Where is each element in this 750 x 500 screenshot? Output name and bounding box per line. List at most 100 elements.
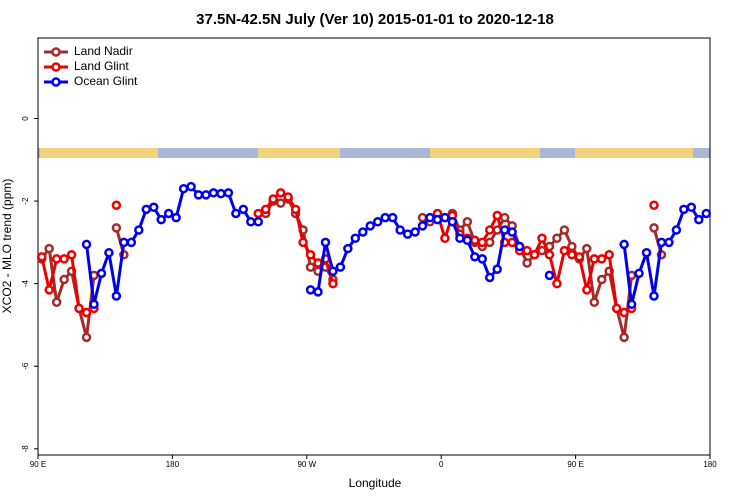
data-point bbox=[507, 227, 517, 237]
data-point bbox=[320, 237, 331, 248]
data-point bbox=[104, 247, 114, 258]
data-point bbox=[484, 225, 495, 235]
data-point bbox=[440, 233, 450, 243]
legend-label: Land Glint bbox=[74, 59, 129, 73]
legend-label: Land Nadir bbox=[74, 44, 133, 58]
data-point bbox=[119, 237, 129, 248]
data-point bbox=[499, 212, 510, 223]
data-point bbox=[626, 299, 637, 310]
data-point bbox=[178, 183, 189, 194]
data-point bbox=[432, 214, 443, 225]
data-point bbox=[350, 233, 361, 243]
data-point bbox=[89, 299, 99, 310]
y-tick-label: 0 bbox=[21, 116, 30, 121]
data-point bbox=[328, 278, 338, 289]
data-point bbox=[59, 274, 69, 285]
data-point bbox=[111, 223, 122, 233]
data-point bbox=[470, 235, 480, 246]
y-tick-label: -6 bbox=[21, 362, 30, 370]
data-point bbox=[552, 233, 562, 243]
data-point bbox=[343, 243, 353, 254]
data-point bbox=[544, 250, 555, 260]
data-point bbox=[582, 243, 592, 254]
data-point bbox=[208, 188, 219, 198]
y-axis-label: XCO2 - MLO trend (ppm) bbox=[0, 179, 14, 314]
data-point bbox=[559, 245, 570, 256]
data-point bbox=[171, 212, 181, 223]
data-point bbox=[380, 212, 390, 223]
data-point bbox=[111, 200, 122, 210]
y-tick-label: -4 bbox=[21, 280, 30, 288]
data-point bbox=[387, 212, 398, 223]
data-point bbox=[365, 221, 376, 231]
data-point bbox=[619, 332, 629, 343]
data-point bbox=[477, 254, 488, 264]
data-point bbox=[410, 227, 420, 237]
data-point bbox=[507, 237, 517, 248]
data-point bbox=[499, 225, 510, 235]
data-point bbox=[148, 202, 159, 213]
map-strip bbox=[38, 148, 710, 158]
data-point bbox=[649, 223, 659, 233]
data-point bbox=[238, 204, 249, 215]
data-point bbox=[402, 229, 413, 239]
y-tick-label: -8 bbox=[21, 445, 30, 453]
data-point bbox=[66, 250, 77, 260]
data-point bbox=[462, 216, 473, 227]
data-point bbox=[596, 274, 607, 285]
data-point bbox=[74, 303, 84, 314]
data-point bbox=[619, 307, 629, 318]
data-point bbox=[679, 204, 689, 215]
data-point bbox=[701, 208, 712, 219]
data-point bbox=[395, 225, 405, 235]
data-point bbox=[223, 188, 234, 198]
data-point bbox=[51, 297, 62, 307]
x-tick-label: 0 bbox=[439, 460, 444, 469]
chart-title: 37.5N-42.5N July (Ver 10) 2015-01-01 to … bbox=[196, 11, 554, 28]
x-tick-label: 180 bbox=[703, 460, 717, 469]
data-point bbox=[686, 202, 697, 213]
data-point bbox=[163, 208, 174, 219]
data-point bbox=[290, 204, 301, 215]
data-point bbox=[649, 200, 659, 210]
data-point bbox=[81, 332, 92, 343]
x-tick-label: 180 bbox=[166, 460, 180, 469]
y-tick-label: -2 bbox=[21, 197, 30, 205]
data-point bbox=[522, 258, 532, 268]
plot-frame bbox=[37, 37, 711, 456]
data-point bbox=[544, 241, 555, 252]
data-point bbox=[417, 212, 428, 223]
data-point bbox=[492, 210, 502, 221]
data-point bbox=[36, 252, 47, 262]
data-point bbox=[484, 272, 495, 283]
data-point bbox=[484, 237, 495, 248]
data-point bbox=[126, 237, 137, 248]
data-point bbox=[141, 204, 152, 215]
data-point bbox=[305, 285, 316, 295]
x-tick-label: 90 W bbox=[297, 460, 316, 469]
data-point bbox=[455, 233, 465, 243]
data-point bbox=[201, 190, 211, 200]
legend-marker bbox=[51, 62, 61, 72]
data-point bbox=[59, 254, 69, 264]
data-point bbox=[51, 254, 62, 264]
data-point bbox=[268, 194, 278, 204]
data-point bbox=[529, 250, 540, 260]
data-point bbox=[305, 250, 316, 260]
data-point bbox=[372, 216, 383, 227]
data-point bbox=[283, 192, 293, 202]
data-point bbox=[574, 252, 585, 262]
legend-marker bbox=[51, 47, 61, 57]
data-point bbox=[567, 241, 577, 252]
data-point bbox=[44, 243, 54, 254]
data-point bbox=[246, 216, 256, 227]
data-point bbox=[156, 214, 166, 225]
data-point bbox=[604, 250, 614, 260]
data-point bbox=[358, 227, 368, 237]
data-point bbox=[328, 266, 338, 277]
data-point bbox=[582, 285, 592, 295]
data-point bbox=[216, 188, 226, 199]
data-point bbox=[552, 278, 562, 289]
data-point bbox=[81, 239, 92, 250]
